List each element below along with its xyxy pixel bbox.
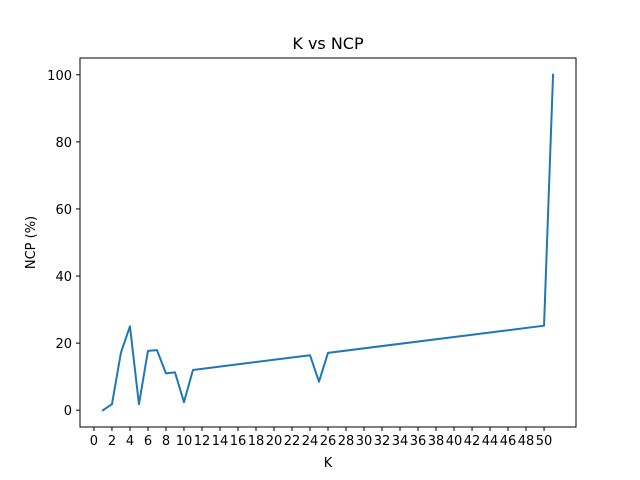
chart-title: K vs NCP bbox=[292, 34, 364, 53]
data-point bbox=[111, 403, 113, 405]
data-point bbox=[543, 325, 545, 327]
x-tick-label: 4 bbox=[126, 434, 134, 449]
data-point bbox=[102, 409, 104, 411]
x-tick-label: 12 bbox=[194, 434, 211, 449]
x-axis: 0 2 4 6 8 10 12 14 16 18 20 22 24 26 28 30 32 34 36 38 40 42 4… bbox=[90, 427, 553, 449]
x-tick-label: 50 bbox=[536, 434, 553, 449]
x-tick-label: 20 bbox=[266, 434, 283, 449]
x-tick-label: 38 bbox=[428, 434, 445, 449]
x-tick-label: 18 bbox=[248, 434, 265, 449]
data-point bbox=[327, 352, 329, 354]
x-tick-label: 14 bbox=[212, 434, 229, 449]
x-tick-label: 46 bbox=[500, 434, 517, 449]
data-point bbox=[183, 401, 185, 403]
x-tick-label: 26 bbox=[320, 434, 337, 449]
x-tick-label: 10 bbox=[176, 434, 193, 449]
x-tick-label: 44 bbox=[482, 434, 499, 449]
x-axis-title: K bbox=[324, 456, 333, 471]
x-tick-label: 8 bbox=[162, 434, 170, 449]
data-point bbox=[165, 372, 167, 374]
data-point bbox=[138, 403, 140, 405]
x-tick-label: 32 bbox=[374, 434, 391, 449]
x-tick-label: 6 bbox=[144, 434, 152, 449]
data-point bbox=[129, 325, 131, 327]
x-tick-label: 24 bbox=[302, 434, 319, 449]
y-tick-label: 60 bbox=[55, 203, 72, 218]
x-tick-label: 28 bbox=[338, 434, 355, 449]
x-tick-label: 22 bbox=[284, 434, 301, 449]
x-tick-label: 34 bbox=[392, 434, 409, 449]
y-tick-label: 100 bbox=[47, 69, 72, 84]
x-tick-label: 48 bbox=[518, 434, 535, 449]
x-tick-label: 42 bbox=[464, 434, 481, 449]
data-point bbox=[156, 349, 158, 351]
x-tick-label: 2 bbox=[108, 434, 116, 449]
data-point bbox=[120, 352, 122, 354]
data-point bbox=[309, 354, 311, 356]
plot-area bbox=[101, 73, 555, 412]
x-tick-label: 36 bbox=[410, 434, 427, 449]
y-axis: 0 20 40 60 80 100 bbox=[47, 69, 80, 419]
x-tick-label: 0 bbox=[90, 434, 98, 449]
data-point bbox=[147, 350, 149, 352]
x-tick-label: 16 bbox=[230, 434, 247, 449]
data-point bbox=[174, 371, 176, 373]
data-point bbox=[318, 381, 320, 383]
data-point bbox=[552, 74, 554, 76]
data-point bbox=[192, 369, 194, 371]
y-tick-label: 0 bbox=[64, 404, 72, 419]
y-axis-title: NCP (%) bbox=[24, 216, 39, 269]
series-line bbox=[101, 73, 555, 412]
x-tick-label: 40 bbox=[446, 434, 463, 449]
y-tick-label: 80 bbox=[55, 136, 72, 151]
x-tick-label: 30 bbox=[356, 434, 373, 449]
y-tick-label: 20 bbox=[55, 337, 72, 352]
y-tick-label: 40 bbox=[55, 270, 72, 285]
